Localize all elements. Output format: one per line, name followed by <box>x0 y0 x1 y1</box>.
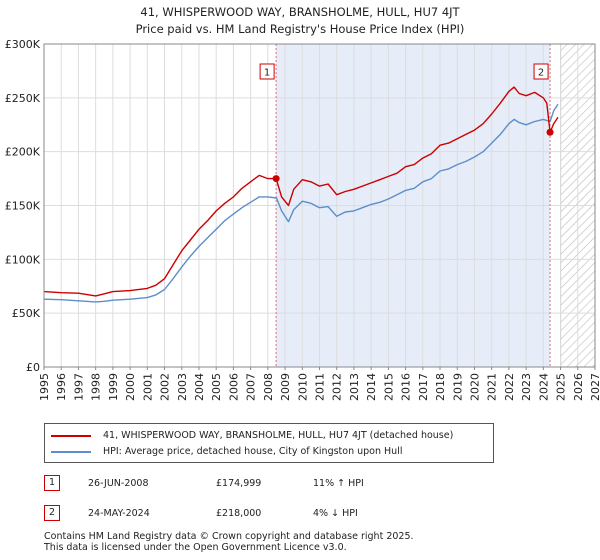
x-tick-label: 1995 <box>38 373 51 401</box>
x-tick-label: 2017 <box>417 373 430 401</box>
sale-marker-label: 2 <box>538 68 544 79</box>
y-tick-label: £300K <box>5 38 41 51</box>
x-tick-label: 2001 <box>141 373 154 401</box>
transaction-date: 26-JUN-2008 <box>88 478 149 489</box>
y-tick-label: £100K <box>5 253 41 266</box>
hpi-series-line <box>43 103 559 303</box>
y-tick-label: £0 <box>26 361 40 374</box>
x-tick-label: 2003 <box>176 373 189 401</box>
sale-point <box>272 175 280 183</box>
x-tick-label: 2020 <box>468 373 481 401</box>
y-tick-label: £50K <box>12 307 41 320</box>
transaction-row: 2 24-MAY-2024 £218,000 4% ↓ HPI <box>44 504 464 524</box>
footer: Contains HM Land Registry data © Crown c… <box>44 531 414 553</box>
x-tick-label: 2022 <box>503 373 516 401</box>
x-tick-label: 2024 <box>537 373 550 401</box>
x-tick-label: 2026 <box>572 373 585 401</box>
x-tick-label: 2016 <box>400 373 413 401</box>
x-tick-label: 2025 <box>555 373 568 401</box>
transaction-hpi-diff: 11% ↑ HPI <box>313 478 364 489</box>
transaction-price: £174,999 <box>216 478 262 489</box>
x-tick-label: 2004 <box>193 373 206 401</box>
property-series-line <box>43 86 559 297</box>
y-tick-label: £150K <box>5 200 41 213</box>
footer-license: This data is licensed under the Open Gov… <box>44 542 347 553</box>
x-tick-label: 2010 <box>296 373 309 401</box>
legend-hpi-swatch <box>51 450 91 453</box>
transaction-marker: 1 <box>44 475 60 491</box>
chart-title: 41, WHISPERWOOD WAY, BRANSHOLME, HULL, H… <box>140 5 460 19</box>
x-tick-label: 2013 <box>348 373 361 401</box>
legend-property-label: 41, WHISPERWOOD WAY, BRANSHOLME, HULL, H… <box>103 430 454 441</box>
x-tick-label: 2007 <box>245 373 258 401</box>
price-chart: 1 2 £0 £50K £100K £150K £200K £250K £300K 1995 199… <box>5 38 600 401</box>
x-tick-label: 2006 <box>227 373 240 401</box>
x-tick-label: 2005 <box>210 373 223 401</box>
x-tick-label: 1996 <box>55 373 68 401</box>
x-tick-label: 2012 <box>331 373 344 401</box>
legend: 41, WHISPERWOOD WAY, BRANSHOLME, HULL, H… <box>44 423 494 463</box>
x-tick-label: 1997 <box>72 373 85 401</box>
x-tick-label: 2008 <box>262 373 275 401</box>
legend-item-property: 41, WHISPERWOOD WAY, BRANSHOLME, HULL, H… <box>51 430 453 441</box>
x-tick-label: 2027 <box>589 373 600 401</box>
x-tick-label: 1999 <box>107 373 120 401</box>
x-tick-label: 2023 <box>520 373 533 401</box>
transaction-marker: 2 <box>44 505 60 521</box>
legend-property-swatch <box>51 434 91 437</box>
x-tick-label: 2014 <box>365 373 378 401</box>
x-tick-label: 2000 <box>124 373 137 401</box>
x-tick-label: 2018 <box>434 373 447 401</box>
chart-title-block: 41, WHISPERWOOD WAY, BRANSHOLME, HULL, H… <box>0 4 600 38</box>
sale-marker-box <box>259 63 275 80</box>
y-tick-label: £250K <box>5 92 41 105</box>
footer-copyright: Contains HM Land Registry data © Crown c… <box>44 531 414 542</box>
x-tick-label: 2011 <box>314 373 327 401</box>
legend-hpi-label: HPI: Average price, detached house, City… <box>103 446 403 457</box>
x-tick-label: 2002 <box>159 373 172 401</box>
x-tick-label: 1998 <box>90 373 103 401</box>
x-tick-label: 2019 <box>451 373 464 401</box>
x-tick-label: 2009 <box>279 373 292 401</box>
transaction-price: £218,000 <box>216 508 262 519</box>
x-tick-label: 2021 <box>486 373 499 401</box>
sale-marker-box <box>533 63 549 80</box>
sale-marker-label: 1 <box>264 68 270 79</box>
sale-point <box>546 128 554 136</box>
y-tick-label: £200K <box>5 146 41 159</box>
transaction-hpi-diff: 4% ↓ HPI <box>313 508 358 519</box>
transaction-date: 24-MAY-2024 <box>88 508 150 519</box>
legend-item-hpi: HPI: Average price, detached house, City… <box>51 446 402 457</box>
transaction-row: 1 26-JUN-2008 £174,999 11% ↑ HPI <box>44 474 464 494</box>
x-tick-label: 2015 <box>382 373 395 401</box>
chart-subtitle: Price paid vs. HM Land Registry's House … <box>135 22 465 36</box>
